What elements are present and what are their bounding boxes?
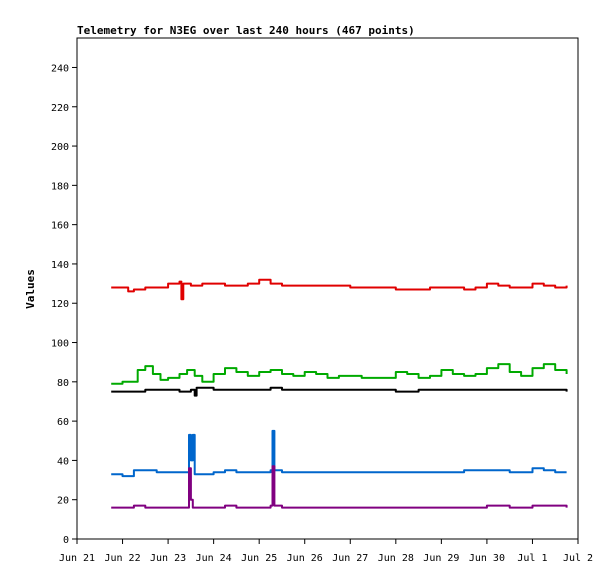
y-tick-label: 180 (51, 181, 69, 192)
y-tick-label: 140 (51, 260, 69, 271)
y-tick-label: 120 (51, 299, 69, 310)
x-tick-label: Jun 30 (469, 553, 505, 564)
x-tick-label: Jun 28 (378, 553, 414, 564)
x-tick-label: Jun 24 (196, 553, 232, 564)
x-tick-label: Jun 29 (423, 553, 459, 564)
y-tick-label: 0 (63, 535, 69, 546)
x-tick-label: Jun 23 (150, 553, 186, 564)
x-tick-label: Jun 22 (104, 553, 140, 564)
y-tick-label: 200 (51, 142, 69, 153)
x-tick-label: Jun 25 (241, 553, 277, 564)
y-tick-label: 40 (57, 456, 69, 467)
y-tick-label: 220 (51, 103, 69, 114)
x-axis: Jun 21 Jun 22 Jun 23 Jun 24 Jun 25 Jun 26 Jun … (59, 539, 593, 564)
y-tick-label: 240 (51, 63, 69, 74)
x-tick-label: Jul 2 (563, 553, 593, 564)
x-tick-label: Jun 21 (59, 553, 95, 564)
chart-title: Telemetry for N3EG over last 240 hours (… (77, 24, 415, 37)
y-tick-label: 60 (57, 417, 69, 428)
series-line-1 (111, 363, 568, 385)
series-line-3 (111, 429, 567, 478)
series-line-4 (111, 465, 568, 509)
x-tick-label: Jun 26 (287, 553, 323, 564)
series-group (111, 278, 568, 509)
plot-frame (76, 37, 579, 540)
y-tick-label: 100 (51, 339, 69, 350)
x-tick-label: Jul 1 (517, 553, 547, 564)
x-tick-label: Jun 27 (332, 553, 368, 564)
series-line-0 (111, 278, 568, 301)
y-tick-label: 160 (51, 221, 69, 232)
series-line-2 (111, 386, 568, 397)
y-tick-label: 20 (57, 496, 69, 507)
y-tick-label: 80 (57, 378, 69, 389)
y-axis-label: Values (24, 269, 37, 309)
y-axis: 0 20 40 60 80 100 120 140 160 180 200 220 240 (51, 63, 77, 546)
